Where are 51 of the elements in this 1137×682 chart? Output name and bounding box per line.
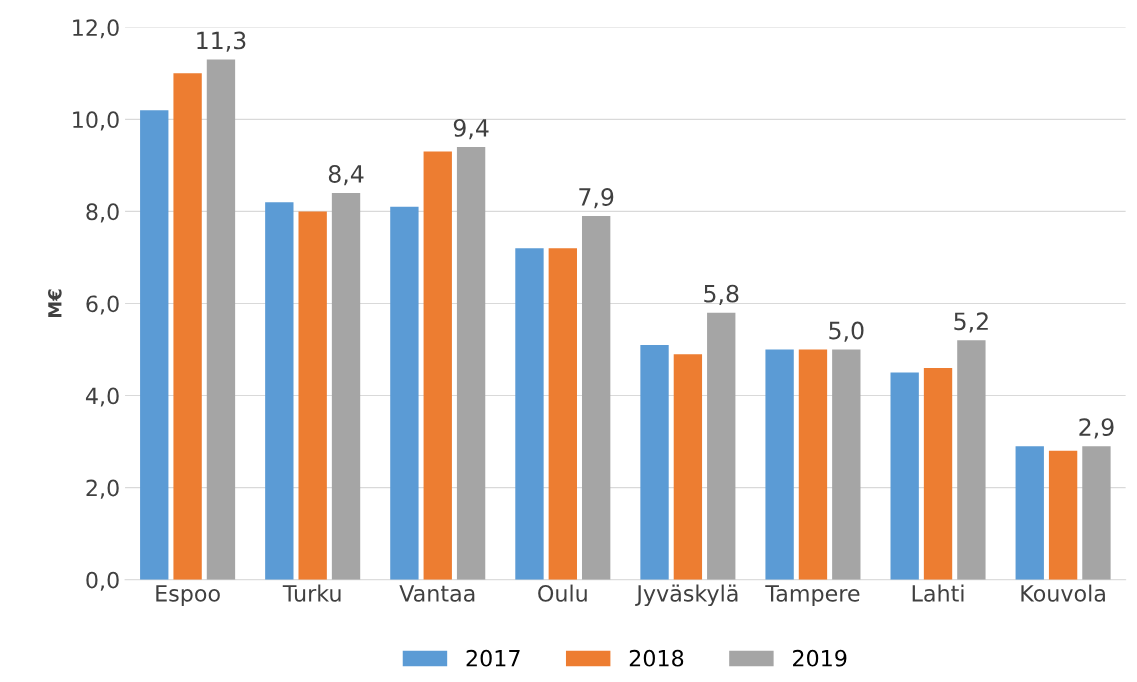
data-label: 11,3 bbox=[197, 31, 246, 52]
legend-label: 2018 bbox=[629, 649, 684, 667]
bar bbox=[265, 202, 294, 580]
legend-label: 2019 bbox=[793, 649, 847, 667]
x-tick-label: Vantaa bbox=[399, 585, 475, 602]
bar bbox=[765, 349, 794, 580]
y-tick-label: 6,0 bbox=[86, 295, 119, 315]
bar bbox=[640, 344, 669, 580]
bar bbox=[1015, 446, 1044, 580]
bar bbox=[456, 146, 486, 580]
data-label: 9,4 bbox=[453, 118, 489, 140]
y-tick-label: 0,0 bbox=[86, 571, 119, 591]
legend-label: 2017 bbox=[466, 649, 520, 667]
bar bbox=[423, 151, 452, 580]
data-label: 7,9 bbox=[579, 188, 614, 209]
bar bbox=[581, 216, 611, 580]
bar bbox=[515, 248, 544, 580]
data-label: 8,4 bbox=[328, 165, 364, 186]
bar bbox=[1082, 446, 1111, 580]
bar bbox=[140, 110, 169, 580]
data-label: 5,0 bbox=[829, 321, 864, 342]
x-tick-label: Tampere bbox=[765, 585, 860, 607]
bar bbox=[890, 372, 919, 580]
bar bbox=[331, 193, 361, 580]
bar bbox=[1048, 450, 1078, 580]
x-tick-label: Espoo bbox=[156, 585, 220, 607]
x-tick-label: Turku bbox=[282, 584, 341, 602]
bar bbox=[548, 248, 577, 580]
bar bbox=[206, 59, 236, 580]
bar bbox=[707, 312, 736, 580]
data-label: 5,8 bbox=[704, 284, 739, 305]
bar bbox=[798, 349, 828, 580]
bar bbox=[390, 206, 419, 580]
x-tick-label: Kouvola bbox=[1021, 584, 1105, 602]
bar bbox=[673, 354, 703, 580]
y-tick-label: 10,0 bbox=[73, 111, 119, 131]
bar bbox=[957, 340, 986, 580]
bar bbox=[298, 211, 327, 580]
y-tick-label: 2,0 bbox=[86, 479, 119, 499]
x-tick-label: Oulu bbox=[538, 584, 587, 602]
data-label: 2,9 bbox=[1079, 418, 1114, 439]
x-tick-label: Jyväskylä bbox=[635, 584, 738, 607]
bar bbox=[923, 367, 953, 580]
bar bbox=[173, 73, 202, 580]
y-tick-label: 12,0 bbox=[73, 19, 119, 39]
x-tick-label: Lahti bbox=[912, 584, 964, 602]
y-tick-label: 4,0 bbox=[85, 387, 119, 407]
y-tick-label: 8,0 bbox=[86, 203, 119, 223]
bar bbox=[832, 349, 861, 580]
y-axis-title: M€ bbox=[48, 289, 62, 318]
data-label: 5,2 bbox=[954, 312, 988, 333]
